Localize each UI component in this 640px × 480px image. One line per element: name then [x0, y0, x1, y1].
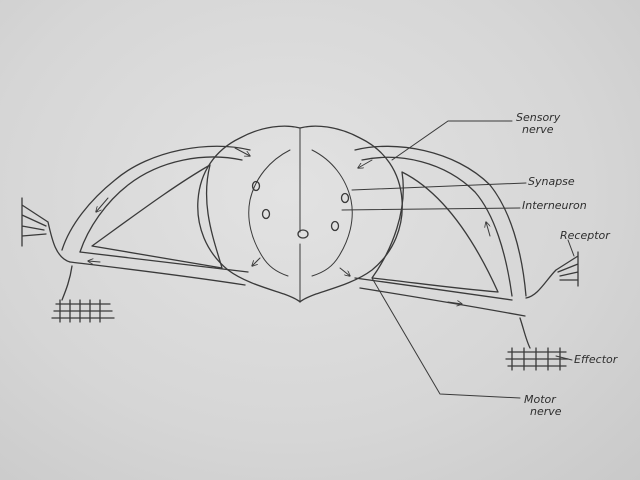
label-motor-nerve: Motor nerve	[524, 394, 562, 418]
left-motor-inner	[79, 251, 249, 273]
arrow-right-sensory	[358, 159, 373, 168]
arrow-right-cord	[339, 267, 350, 276]
leader-interneuron	[341, 207, 521, 211]
arrow-right-up	[486, 222, 491, 237]
right-inner-loop	[371, 171, 499, 293]
left-effector-icon	[51, 265, 115, 323]
left-sensory-outer	[61, 145, 251, 251]
label-sensory-nerve: Sensory nerve	[516, 112, 560, 136]
left-receptor-icon	[21, 197, 71, 263]
label-effector: Effector	[574, 353, 618, 366]
right-motor-inner	[354, 277, 513, 301]
left-inner-loop	[91, 164, 223, 269]
arrow-left-down	[96, 197, 109, 212]
label-interneuron: Interneuron	[522, 199, 587, 212]
right-effector-icon	[505, 317, 569, 371]
label-motor-line2: nerve	[530, 405, 562, 418]
left-motor-outer	[69, 261, 246, 286]
leader-motor-nerve	[371, 277, 521, 399]
synapse-dot-right	[340, 192, 350, 204]
leader-effector	[555, 355, 573, 361]
synapse-dot-left	[251, 180, 261, 192]
arrow-left-motor	[88, 261, 101, 262]
leader-sensory-nerve	[391, 120, 513, 161]
grey-matter-left	[248, 149, 291, 277]
leader-synapse	[351, 182, 527, 191]
interneuron-dot-left	[261, 208, 271, 220]
right-sensory-inner	[361, 156, 513, 297]
grey-matter-right	[311, 149, 353, 277]
interneuron-dot-right	[330, 220, 340, 232]
leader-receptor	[567, 239, 575, 257]
central-canal	[297, 229, 309, 239]
right-motor-outer	[359, 287, 526, 317]
label-receptor: Receptor	[560, 229, 610, 242]
label-synapse: Synapse	[528, 175, 575, 188]
label-sensory-line1: Sensory	[516, 111, 561, 124]
arrow-right-motor	[447, 302, 462, 304]
right-receptor-icon	[525, 251, 579, 299]
label-motor-line1: Motor	[524, 393, 556, 406]
arrow-left-sensory	[234, 147, 250, 156]
left-sensory-inner	[79, 156, 243, 253]
label-sensory-line2: nerve	[522, 123, 554, 136]
arrow-left-cord	[252, 257, 261, 266]
